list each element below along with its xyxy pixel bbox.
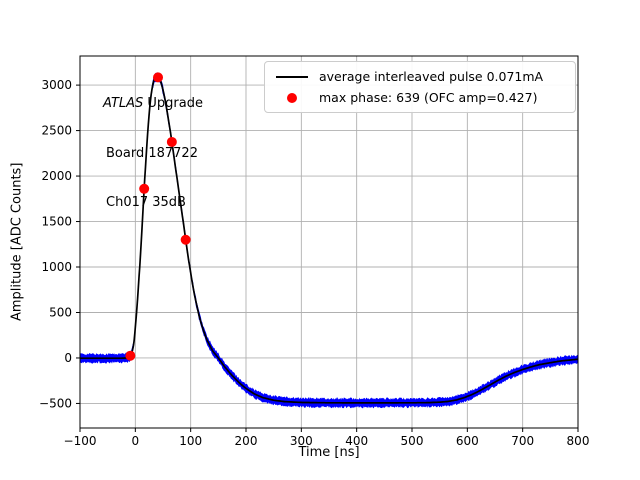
x-tick-label: 100	[179, 434, 202, 448]
y-tick-label: 1000	[41, 260, 72, 274]
annotation-line-2: Board 187722	[106, 145, 198, 161]
x-tick-label: 0	[132, 434, 140, 448]
legend-label-max-phase: max phase: 639 (OFC amp=0.427)	[319, 90, 538, 105]
y-tick-label: −500	[39, 396, 72, 410]
red-dot-icon	[287, 92, 297, 103]
y-tick-label: 500	[49, 305, 72, 319]
legend-entry-average-pulse: average interleaved pulse 0.071mA	[271, 66, 569, 87]
legend-line-swatch	[271, 75, 313, 78]
y-axis-label: Amplitude [ADC Counts]	[9, 162, 25, 322]
y-tick-label: 2000	[41, 169, 72, 183]
annotation-line-3: Ch017 35dB	[106, 195, 186, 210]
max-phase-dot	[180, 234, 191, 245]
legend: average interleaved pulse 0.071mA max ph…	[264, 61, 576, 113]
y-tick-label: 2500	[41, 124, 72, 138]
plot-frame	[79, 55, 579, 429]
annotation-line-1: ATLAS Upgrade	[103, 96, 203, 113]
y-tick-label: 0	[64, 351, 72, 365]
x-axis-label: Time [ns]	[298, 445, 360, 460]
black-line-icon	[276, 75, 308, 78]
x-tick-label: 400	[345, 434, 368, 448]
max-phase-dot	[153, 72, 164, 83]
legend-label-average-pulse: average interleaved pulse 0.071mA	[319, 69, 544, 84]
x-tick-label: 800	[567, 434, 590, 448]
x-tick-label: 200	[235, 434, 258, 448]
x-tick-label: 500	[401, 434, 424, 448]
annotation-atlas: ATLAS	[103, 96, 144, 111]
y-tick-label: 1500	[41, 215, 72, 229]
legend-entry-max-phase: max phase: 639 (OFC amp=0.427)	[271, 87, 569, 108]
max-phase-dot	[125, 350, 136, 361]
annotation-upgrade: Upgrade	[143, 96, 203, 111]
x-tick-label: 300	[290, 434, 313, 448]
y-tick-label: 3000	[41, 78, 72, 92]
max-phase-dot	[139, 183, 150, 194]
max-phase-dot	[166, 136, 177, 147]
x-tick-label: 600	[456, 434, 479, 448]
average-pulse-line	[80, 76, 579, 404]
x-tick-label: 700	[511, 434, 534, 448]
x-tick-label: −100	[64, 434, 97, 448]
annotation: ATLAS Upgrade Board 187722 Ch017 35dB	[103, 63, 203, 245]
legend-marker-swatch	[271, 92, 313, 103]
